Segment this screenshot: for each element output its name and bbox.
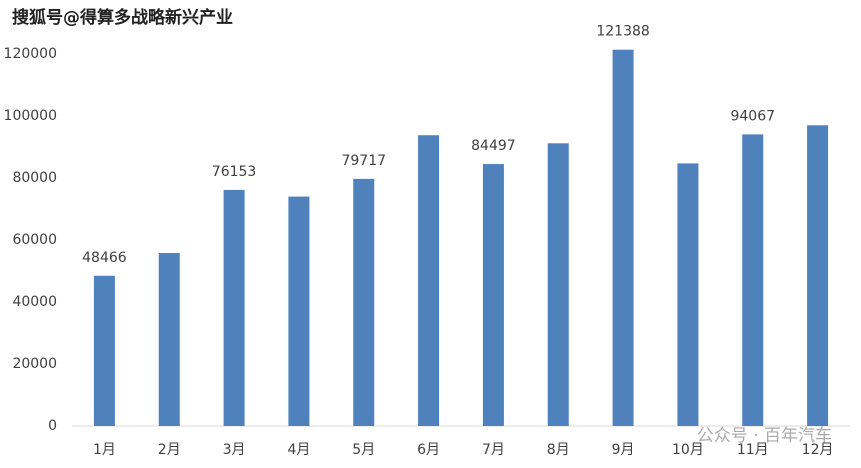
x-tick-label: 3月 xyxy=(223,442,246,458)
bar xyxy=(158,253,180,426)
bar xyxy=(482,164,504,426)
x-tick-label: 4月 xyxy=(287,442,310,458)
bar xyxy=(288,196,310,426)
value-label: 48466 xyxy=(82,250,127,266)
bar xyxy=(742,134,764,426)
value-label: 79717 xyxy=(341,153,386,169)
y-tick-label: 100000 xyxy=(4,108,57,124)
bar xyxy=(93,275,115,426)
bar xyxy=(353,178,375,426)
y-tick-label: 120000 xyxy=(4,46,57,62)
y-tick-label: 40000 xyxy=(12,294,57,310)
x-tick-label: 9月 xyxy=(612,442,635,458)
x-tick-label: 11月 xyxy=(737,442,769,458)
x-tick-label: 12月 xyxy=(802,442,834,458)
bar xyxy=(223,189,245,426)
x-tick-label: 8月 xyxy=(547,442,570,458)
x-tick-label: 2月 xyxy=(158,442,181,458)
bar xyxy=(612,49,634,426)
bar xyxy=(547,143,569,426)
x-tick-label: 1月 xyxy=(93,442,116,458)
x-tick-label: 5月 xyxy=(352,442,375,458)
bar xyxy=(677,163,699,426)
bar xyxy=(418,135,440,426)
y-tick-label: 60000 xyxy=(12,232,57,248)
watermark: 公众号 · 百年汽车 xyxy=(697,426,832,446)
value-label: 84497 xyxy=(471,138,516,154)
x-tick-label: 7月 xyxy=(482,442,505,458)
y-tick-label: 20000 xyxy=(12,356,57,372)
value-label: 76153 xyxy=(212,164,257,180)
x-tick-label: 10月 xyxy=(672,442,704,458)
value-label: 121388 xyxy=(596,24,649,40)
value-label: 94067 xyxy=(730,108,775,124)
y-tick-label: 80000 xyxy=(12,170,57,186)
bar xyxy=(807,125,829,427)
watermark: 搜狐号@得算多战略新兴产业 xyxy=(12,7,233,28)
x-tick-label: 6月 xyxy=(417,442,440,458)
y-tick-label: 0 xyxy=(48,418,57,434)
